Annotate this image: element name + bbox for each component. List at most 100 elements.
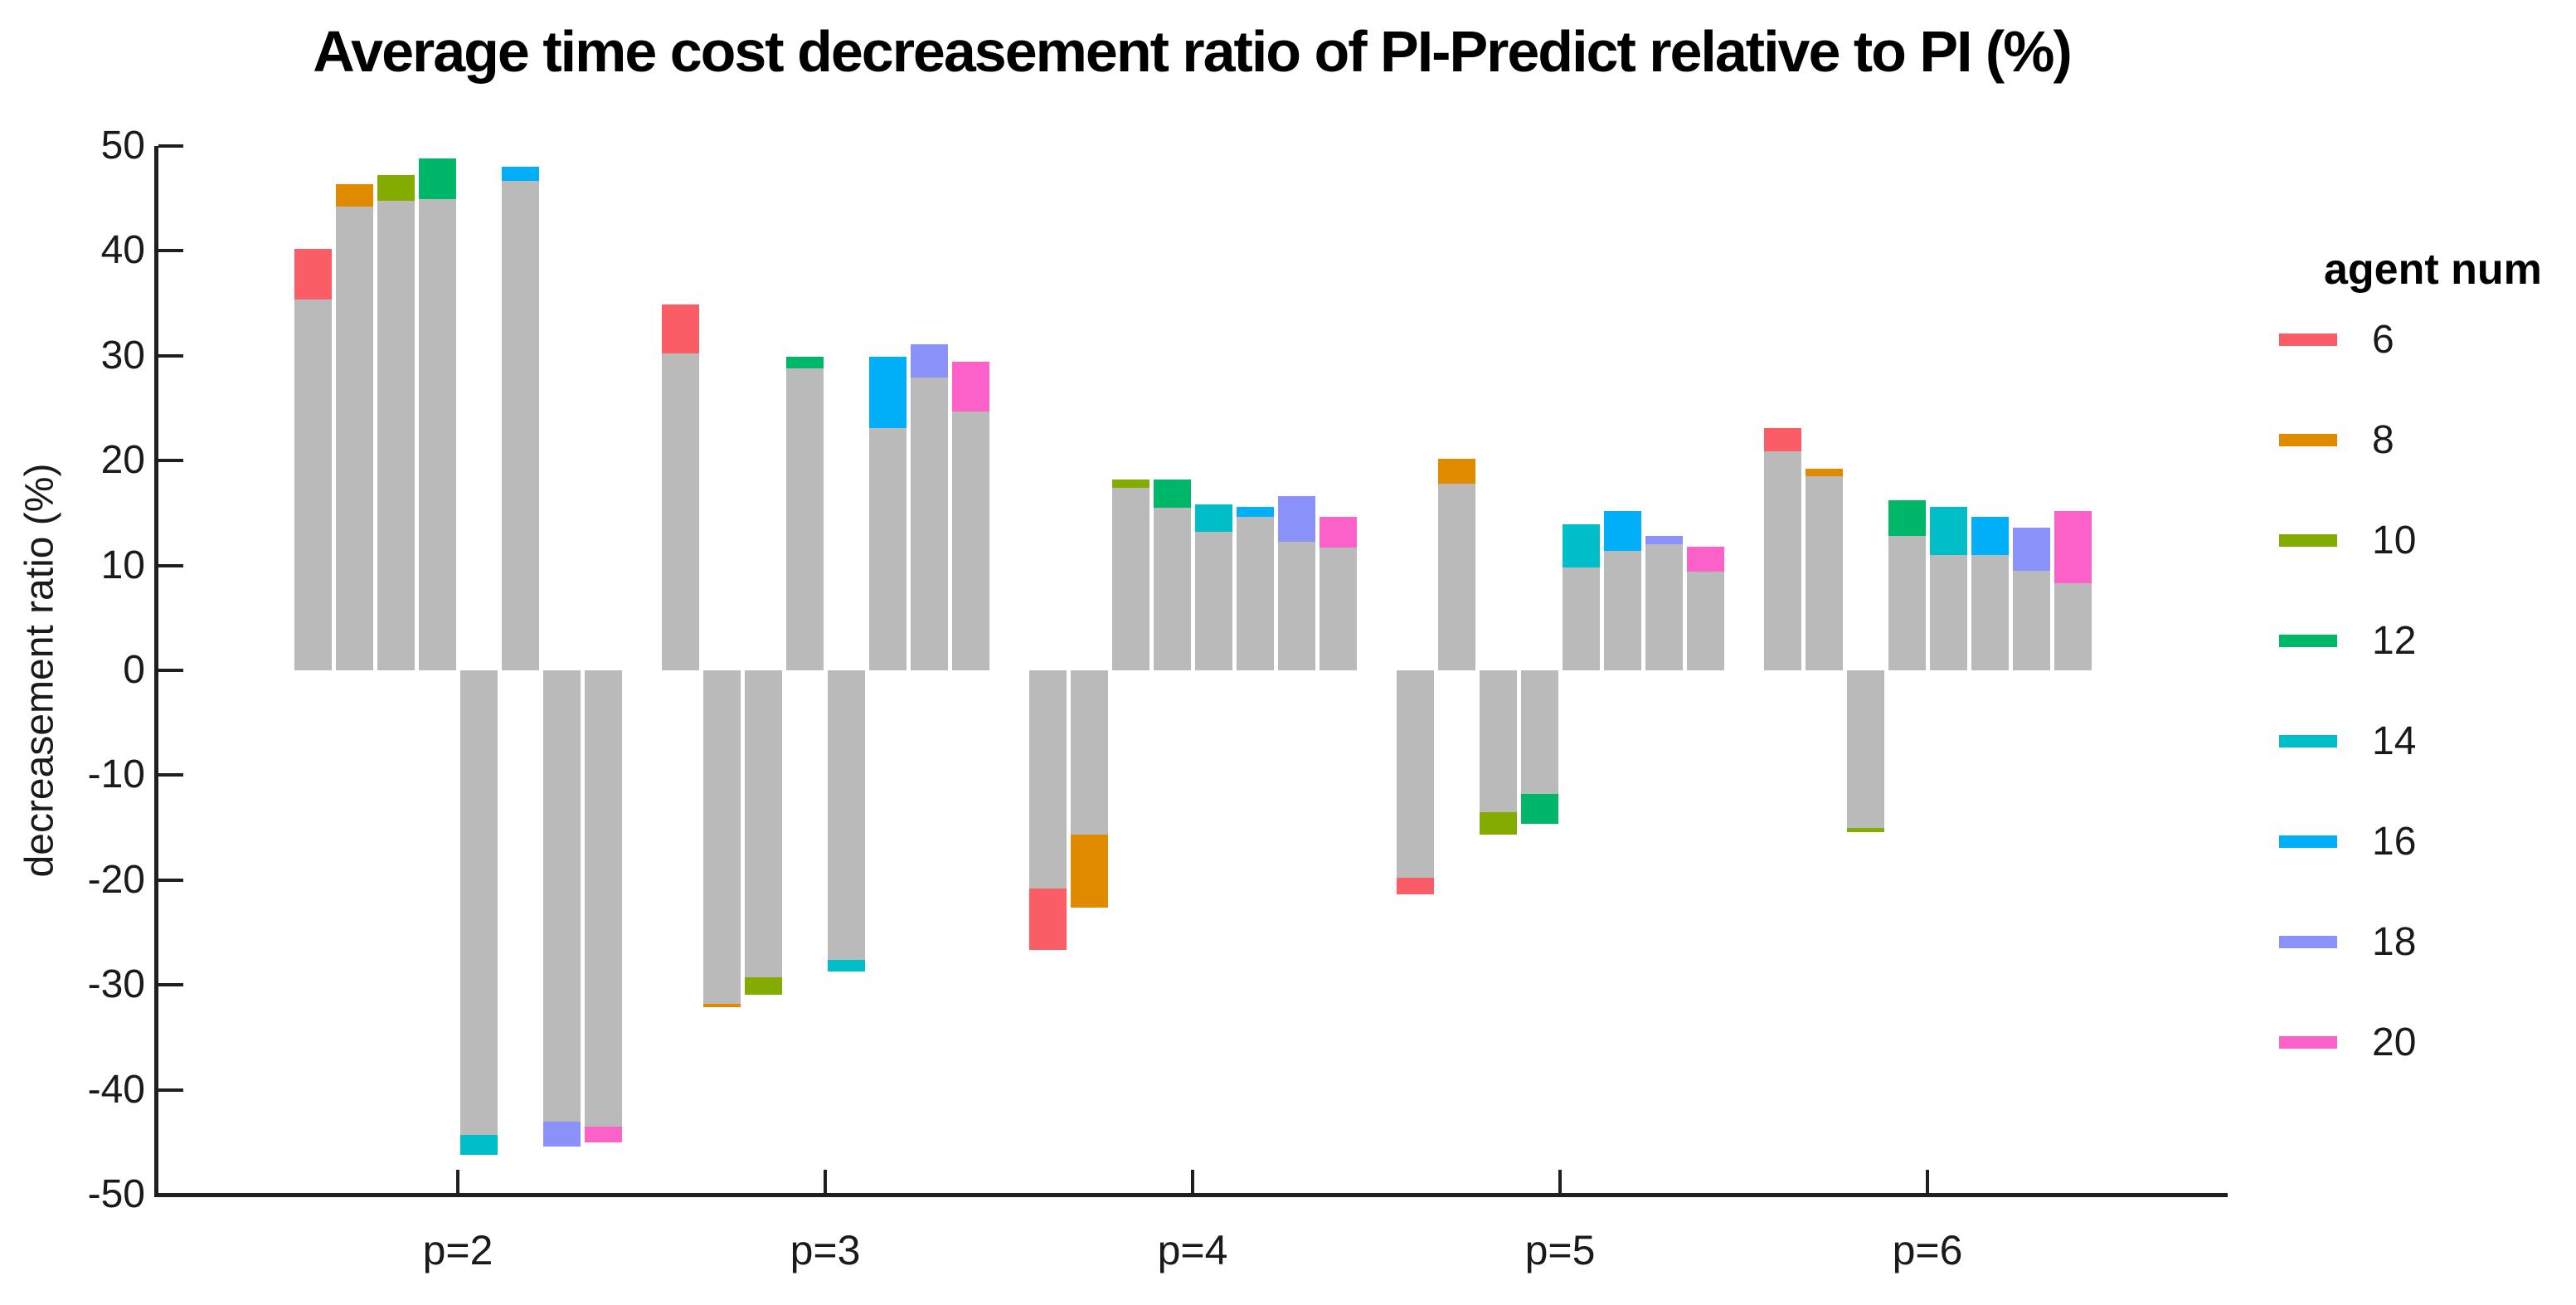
bar-body-p=2-agent-10 [377,200,415,670]
bar-body-p=4-agent-14 [1194,532,1232,670]
bar-body-p=5-agent-20 [1686,572,1724,670]
bar-tip-p=4-agent-18 [1277,496,1315,542]
bar-body-p=3-agent-18 [910,377,948,670]
x-tick-label: p=6 [1892,1227,1963,1273]
bar-body-p=4-agent-20 [1319,548,1357,670]
x-tick [824,1170,827,1193]
legend-item-label: 8 [2372,418,2394,462]
bar-tip-p=3-agent-18 [910,343,948,378]
y-tick [158,1193,183,1196]
bar-tip-p=3-agent-6 [661,304,699,354]
bar-body-p=6-agent-14 [1929,554,1967,670]
x-tick [1558,1170,1562,1193]
bar-tip-p=3-agent-16 [868,357,906,428]
legend-item-label: 12 [2372,619,2417,663]
bar-body-p=2-agent-14 [459,670,498,1135]
bar-body-p=4-agent-10 [1111,488,1149,670]
y-tick-label: 10 [100,543,145,587]
bar-tip-p=6-agent-18 [2012,528,2050,571]
bar-tip-p=4-agent-14 [1194,504,1232,533]
y-tick [158,983,183,987]
y-tick [158,249,183,253]
bar-tip-p=3-agent-14 [827,959,865,971]
bar-body-p=4-agent-8 [1070,670,1108,835]
x-tick [1926,1170,1929,1193]
bar-body-p=3-agent-6 [661,353,699,670]
legend-item-label: 20 [2372,1020,2417,1064]
y-axis-line [154,146,158,1197]
bar-body-p=6-agent-20 [2054,583,2092,670]
y-tick-label: 30 [100,333,145,377]
legend-title: agent num [2324,246,2542,294]
legend-item-label: 14 [2372,719,2417,763]
bar-body-p=5-agent-10 [1479,670,1517,812]
legend-swatch-16 [2279,835,2337,848]
bar-tip-p=5-agent-8 [1437,458,1475,484]
bar-tip-p=2-agent-12 [418,158,456,200]
bar-tip-p=5-agent-14 [1562,524,1600,568]
bar-tip-p=2-agent-14 [459,1134,498,1155]
y-tick-label: -20 [87,857,145,902]
legend-item-label: 6 [2372,318,2394,362]
x-tick [456,1170,459,1193]
bar-body-p=2-agent-20 [584,670,622,1127]
bar-tip-p=6-agent-10 [1846,827,1884,832]
bar-body-p=4-agent-6 [1028,670,1067,889]
y-tick-label: 20 [100,438,145,483]
bar-body-p=3-agent-16 [868,428,906,670]
legend-swatch-10 [2279,534,2337,547]
bar-tip-p=6-agent-16 [1971,517,2009,555]
bar-body-p=2-agent-18 [542,670,581,1122]
legend-item-label: 10 [2372,519,2417,562]
bar-tip-p=6-agent-12 [1888,500,1926,537]
y-tick [158,878,183,882]
bar-body-p=6-agent-10 [1846,670,1884,828]
x-tick-label: p=4 [1157,1227,1228,1273]
bar-body-p=2-agent-8 [335,207,373,670]
bar-body-p=3-agent-20 [951,411,989,670]
bar-tip-p=2-agent-16 [501,167,539,181]
bar-body-p=4-agent-16 [1236,517,1274,670]
bar-body-p=6-agent-6 [1763,450,1801,670]
bar-body-p=5-agent-12 [1520,670,1558,795]
bar-tip-p=6-agent-20 [2054,510,2092,584]
bar-tip-p=6-agent-6 [1763,428,1801,451]
bar-body-p=6-agent-12 [1888,536,1926,670]
y-tick-label: 40 [100,228,145,273]
legend-swatch-8 [2279,434,2337,446]
bar-body-p=6-agent-18 [2012,570,2050,670]
y-tick-label: -50 [87,1172,145,1216]
bar-body-p=3-agent-12 [785,368,824,670]
y-tick [158,1088,183,1092]
y-tick-label: -10 [87,752,145,797]
bar-tip-p=2-agent-18 [542,1121,581,1147]
bar-tip-p=5-agent-20 [1686,546,1724,572]
legend-swatch-18 [2279,936,2337,948]
y-tick-label: -40 [87,1067,145,1112]
bar-body-p=6-agent-8 [1805,476,1843,670]
bar-body-p=2-agent-12 [418,199,456,670]
bar-tip-p=5-agent-10 [1479,811,1517,835]
bar-body-p=3-agent-8 [702,670,741,1004]
y-tick [158,459,183,463]
y-tick [158,773,183,777]
bar-body-p=5-agent-8 [1437,484,1475,670]
legend-swatch-12 [2279,635,2337,647]
bar-body-p=3-agent-10 [744,670,782,978]
bar-tip-p=5-agent-18 [1645,536,1683,545]
bar-tip-p=5-agent-6 [1396,878,1434,895]
legend-swatch-14 [2279,735,2337,747]
legend-swatch-6 [2279,334,2337,346]
bar-tip-p=6-agent-14 [1929,506,1967,555]
x-tick-label: p=2 [422,1227,493,1273]
bar-tip-p=2-agent-8 [335,183,373,207]
bar-tip-p=5-agent-16 [1603,510,1641,551]
bar-tip-p=2-agent-6 [294,248,332,299]
bar-body-p=2-agent-6 [294,299,332,670]
chart-title: Average time cost decreasement ratio of … [313,19,2073,84]
bar-tip-p=2-agent-20 [584,1126,622,1142]
y-tick [158,669,183,672]
x-axis-line [154,1193,2228,1197]
bar-body-p=3-agent-14 [827,670,865,960]
bar-body-p=4-agent-12 [1153,508,1191,670]
